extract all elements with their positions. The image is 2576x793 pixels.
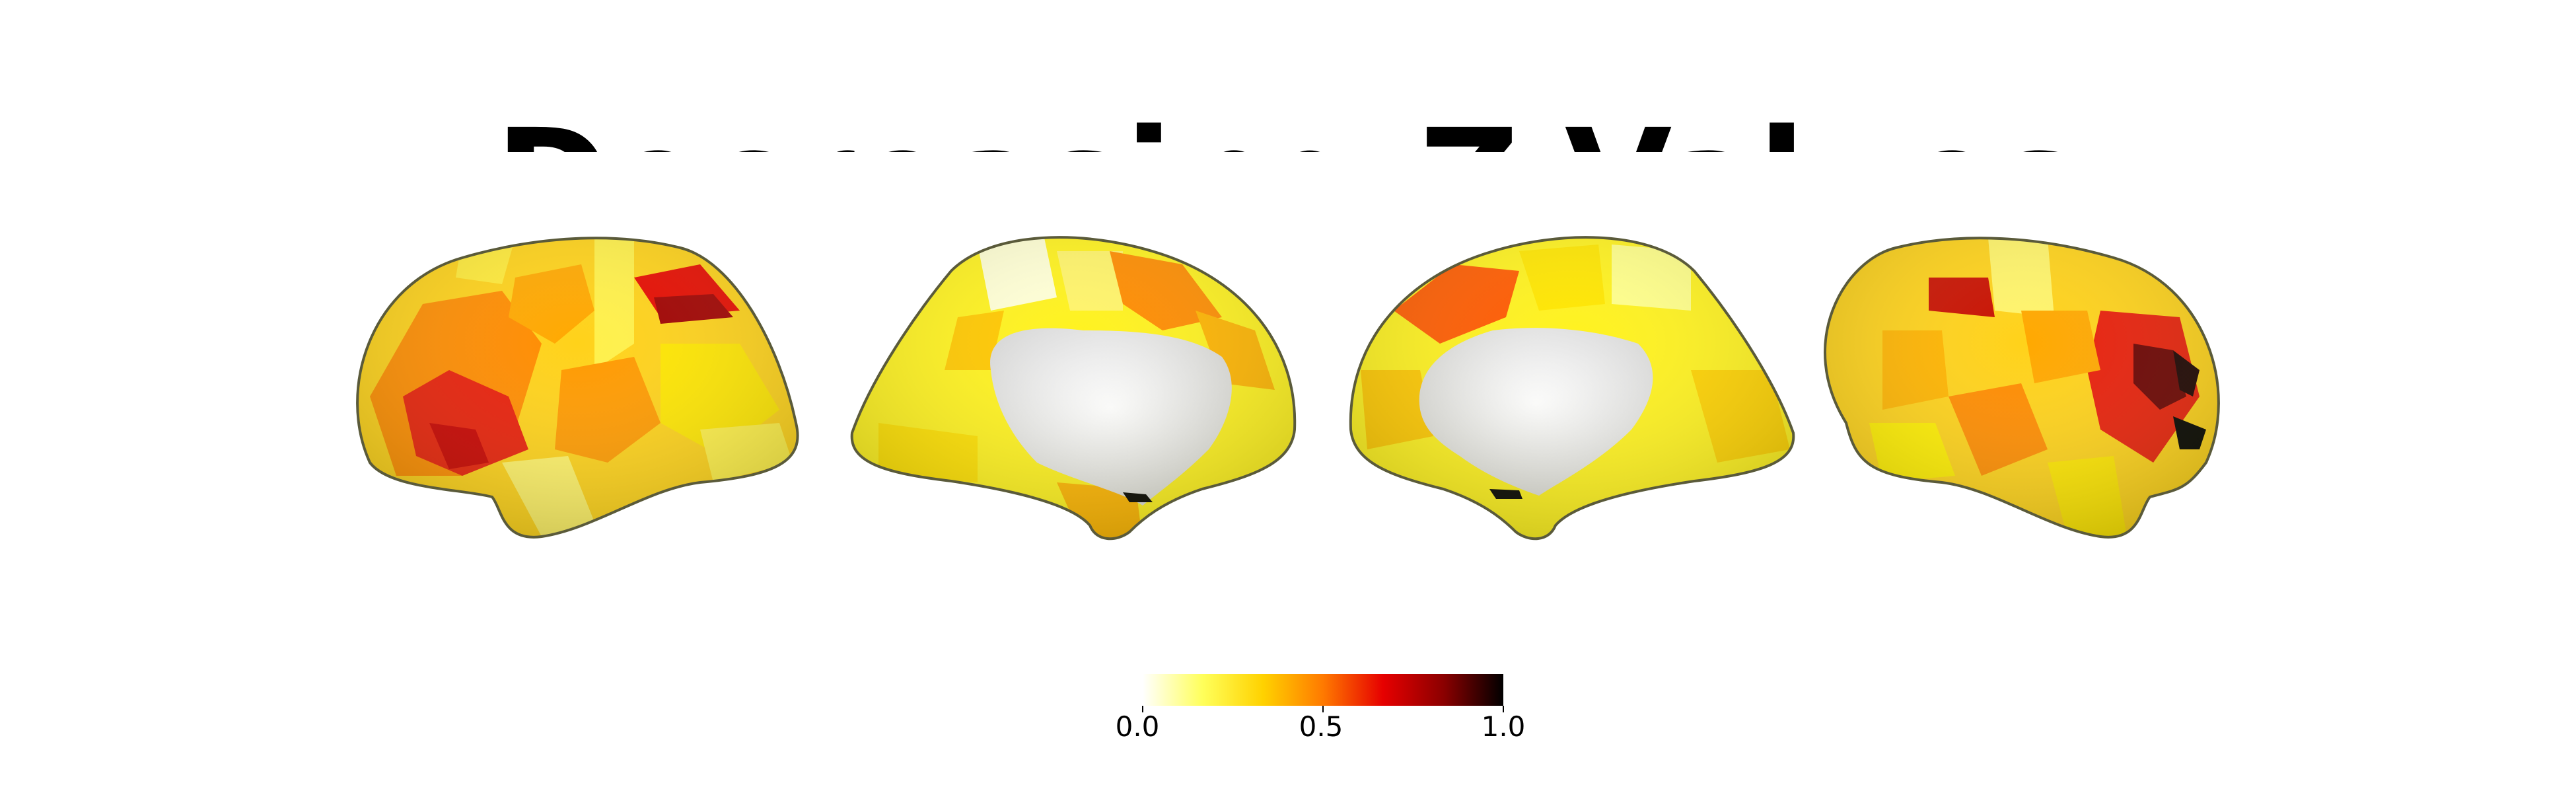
left-lateral-surface: [356, 237, 799, 539]
colorbar-tick-mid: 0.5: [1299, 710, 1343, 743]
left-medial-surface: [850, 236, 1297, 541]
colorbar-tick-max: 1.0: [1482, 710, 1526, 743]
figure-title: Decreasing Z-Values: [495, 99, 2081, 261]
right-lateral-surface: [1824, 237, 2220, 539]
colorbar: 0.0 0.5 1.0: [1116, 674, 1526, 743]
colorbar-tick-min: 0.0: [1116, 710, 1160, 743]
right-medial-surface: [1349, 236, 1795, 541]
colorbar-gradient: [1143, 674, 1503, 706]
